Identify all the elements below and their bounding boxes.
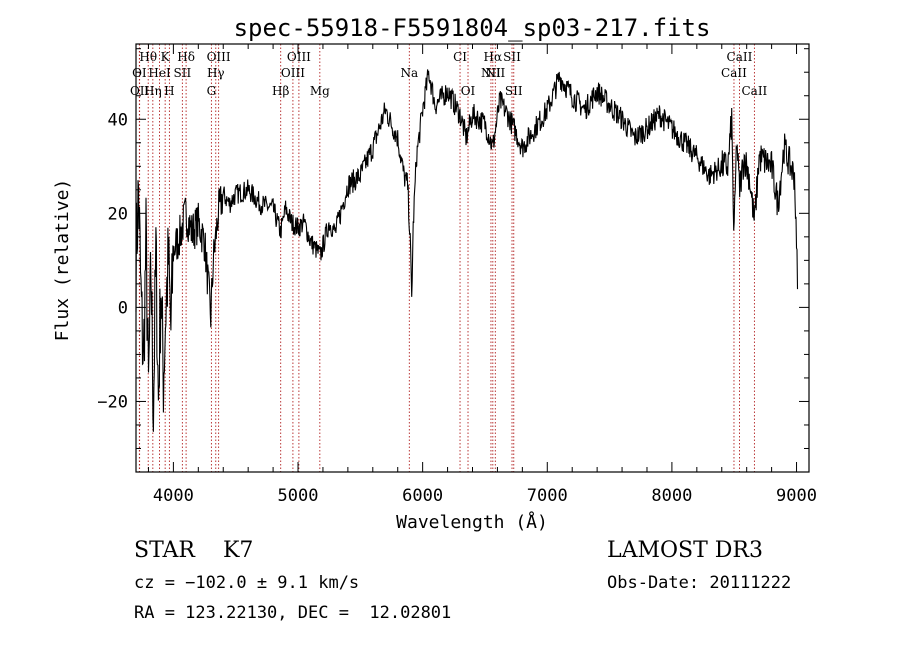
spectrum-line: [135, 69, 799, 432]
line-marker-label: OIII: [287, 50, 311, 64]
line-marker-label: Na: [400, 66, 418, 80]
line-marker-label: OIII: [281, 66, 305, 80]
line-marker-label: CI: [453, 50, 467, 64]
line-marker-label: Hα: [484, 50, 503, 64]
star-classification: STAR K7: [134, 538, 254, 563]
spectral-line-markers: [138, 44, 755, 472]
line-marker-label: CaII: [721, 66, 747, 80]
y-tick-label: 0: [118, 298, 128, 318]
x-tick-label: 4000: [153, 486, 194, 506]
x-axis-ticks: 4000 5000 6000 7000 8000 9000: [147, 44, 817, 506]
line-marker-label: SII: [174, 66, 192, 80]
x-tick-label: 6000: [402, 486, 443, 506]
coordinates: RA = 123.22130, DEC = 12.02801: [134, 603, 452, 623]
y-tick-label: −20: [97, 392, 128, 412]
line-marker-label: NII: [485, 66, 505, 80]
y-axis-ticks: −20 0 20 40: [97, 48, 809, 449]
line-marker-label: NII: [481, 66, 501, 80]
observation-date: Obs-Date: 20111222: [607, 573, 792, 593]
redshift-velocity: cz = −102.0 ± 9.1 km/s: [134, 573, 360, 593]
x-tick-label: 7000: [527, 486, 568, 506]
x-tick-label: 9000: [776, 486, 817, 506]
x-tick-label: 8000: [651, 486, 692, 506]
chart-title: spec-55918-F5591804_sp03-217.fits: [234, 14, 711, 42]
y-tick-label: 40: [108, 110, 128, 130]
x-tick-label: 5000: [278, 486, 319, 506]
line-marker-label: H: [164, 84, 174, 98]
line-marker-label: OIII: [207, 50, 231, 64]
line-marker-label: CaII: [741, 84, 767, 98]
line-marker-label: K: [161, 50, 171, 64]
survey-name: LAMOST DR3: [607, 538, 763, 563]
line-marker-label: Hθ: [139, 50, 157, 64]
line-marker-label: Hγ: [207, 66, 225, 80]
line-marker-label: Hδ: [177, 50, 195, 64]
line-marker-label: HeI: [148, 66, 171, 80]
line-marker-label: OI: [132, 66, 147, 80]
line-marker-label: SII: [503, 50, 521, 64]
x-axis-label: Wavelength (Å): [396, 511, 548, 533]
line-marker-label: Mg: [310, 84, 330, 98]
y-tick-label: 20: [108, 204, 128, 224]
line-marker-label: SII: [505, 84, 523, 98]
y-axis-label: Flux (relative): [52, 179, 73, 342]
line-marker-label: Hβ: [272, 84, 289, 98]
line-marker-label: G: [207, 84, 217, 98]
line-marker-label: CaII: [727, 50, 753, 64]
line-marker-label: Hη: [144, 84, 162, 98]
line-marker-label: OI: [461, 84, 476, 98]
line-marker-label: OII: [130, 84, 150, 98]
